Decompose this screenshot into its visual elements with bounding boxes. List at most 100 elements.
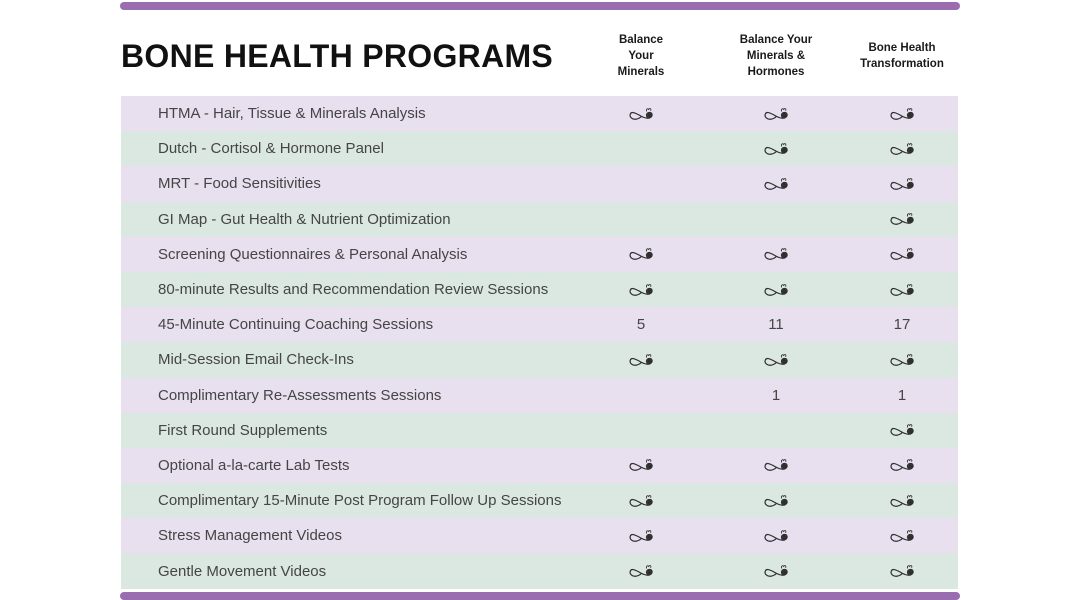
table-row: 80-minute Results and Recommendation Rev…	[121, 271, 958, 308]
program-cell	[576, 527, 706, 545]
row-label: Complimentary 15-Minute Post Program Fol…	[158, 492, 562, 510]
program-cell	[706, 140, 846, 158]
column-header-bone-health-transformation: Bone Health Transformation	[846, 40, 958, 72]
row-label: Stress Management Videos	[158, 527, 342, 545]
table-row: Mid-Session Email Check-Ins	[121, 342, 958, 378]
program-cell	[706, 105, 846, 123]
row-label: Mid-Session Email Check-Ins	[158, 351, 354, 369]
infinity-check-icon	[763, 245, 790, 263]
program-cell	[706, 245, 846, 263]
infinity-check-icon	[889, 210, 916, 228]
table-row: Complimentary Re-Assessments Sessions 1 …	[121, 377, 958, 413]
infinity-check-icon	[763, 175, 790, 193]
table-row: Stress Management Videos	[121, 518, 958, 554]
row-label: HTMA - Hair, Tissue & Minerals Analysis	[158, 105, 426, 123]
row-label: MRT - Food Sensitivities	[158, 175, 321, 193]
infinity-check-icon	[763, 105, 790, 123]
program-cell: 17	[893, 316, 911, 334]
infinity-check-icon	[889, 175, 916, 193]
table-row: Dutch - Cortisol & Hormone Panel	[121, 131, 958, 167]
infinity-check-icon	[628, 456, 655, 474]
program-cell	[576, 492, 706, 510]
column-header-balance-your-minerals-hormones: Balance Your Minerals & Hormones	[706, 32, 846, 80]
row-label: GI Map - Gut Health & Nutrient Optimizat…	[158, 210, 451, 228]
top-accent-bar	[120, 2, 960, 10]
program-cell	[846, 210, 958, 228]
program-cell	[846, 281, 958, 299]
program-cell	[706, 456, 846, 474]
infinity-check-icon	[628, 527, 655, 545]
program-cell	[846, 492, 958, 510]
infinity-check-icon	[628, 492, 655, 510]
infinity-check-icon	[889, 281, 916, 299]
row-label: Screening Questionnaires & Personal Anal…	[158, 245, 468, 263]
table-row: Screening Questionnaires & Personal Anal…	[121, 236, 958, 272]
program-cell	[846, 562, 958, 580]
table-row: Complimentary 15-Minute Post Program Fol…	[121, 483, 958, 519]
row-label: Complimentary Re-Assessments Sessions	[158, 386, 442, 404]
column-header-label: Bone Health Transformation	[860, 41, 944, 70]
program-cell	[706, 527, 846, 545]
program-cell	[576, 105, 706, 123]
infinity-check-icon	[889, 456, 916, 474]
infinity-check-icon	[763, 281, 790, 299]
row-label: Gentle Movement Videos	[158, 562, 327, 580]
row-label: First Round Supplements	[158, 421, 328, 439]
row-label: Optional a-la-carte Lab Tests	[158, 456, 350, 474]
table-row: First Round Supplements	[121, 412, 958, 448]
program-cell	[846, 245, 958, 263]
program-cell: 5	[636, 316, 646, 334]
table-row: Gentle Movement Videos	[121, 553, 958, 589]
infinity-check-icon	[889, 351, 916, 369]
infinity-check-icon	[889, 562, 916, 580]
program-cell	[576, 562, 706, 580]
infinity-check-icon	[628, 245, 655, 263]
program-cell	[706, 562, 846, 580]
page-title: BONE HEALTH PROGRAMS	[121, 37, 554, 74]
infinity-check-icon	[889, 527, 916, 545]
table-row: 45-Minute Continuing Coaching Sessions 5…	[121, 307, 958, 343]
program-cell	[846, 456, 958, 474]
column-header-label: Balance Your Minerals & Hormones	[739, 33, 813, 79]
row-label: Dutch - Cortisol & Hormone Panel	[158, 140, 384, 158]
row-label: 80-minute Results and Recommendation Rev…	[158, 281, 549, 299]
infinity-check-icon	[763, 492, 790, 510]
row-label: 45-Minute Continuing Coaching Sessions	[158, 316, 434, 334]
table-row: GI Map - Gut Health & Nutrient Optimizat…	[121, 201, 958, 237]
program-cell: 1	[897, 386, 907, 404]
program-cell	[706, 281, 846, 299]
infinity-check-icon	[628, 562, 655, 580]
infinity-check-icon	[889, 421, 916, 439]
column-header-balance-your-minerals: Balance Your Minerals	[576, 32, 706, 80]
infinity-check-icon	[889, 140, 916, 158]
infinity-check-icon	[889, 245, 916, 263]
program-cell	[846, 421, 958, 439]
bottom-accent-bar	[120, 592, 960, 600]
infinity-check-icon	[889, 492, 916, 510]
infinity-check-icon	[628, 351, 655, 369]
table-row: HTMA - Hair, Tissue & Minerals Analysis	[121, 96, 958, 132]
infinity-check-icon	[763, 456, 790, 474]
table-row: Optional a-la-carte Lab Tests	[121, 447, 958, 484]
program-cell	[706, 492, 846, 510]
infinity-check-icon	[628, 105, 655, 123]
infinity-check-icon	[763, 140, 790, 158]
program-cell	[576, 351, 706, 369]
program-cell	[846, 140, 958, 158]
infinity-check-icon	[763, 562, 790, 580]
infinity-check-icon	[889, 105, 916, 123]
table-row: MRT - Food Sensitivities	[121, 166, 958, 202]
table-header: BONE HEALTH PROGRAMS Balance Your Minera…	[121, 10, 958, 102]
program-cell	[846, 351, 958, 369]
program-cell	[706, 175, 846, 193]
program-cell: 1	[771, 386, 781, 404]
program-cell	[846, 105, 958, 123]
program-cell	[846, 175, 958, 193]
program-cell: 11	[768, 316, 784, 334]
infinity-check-icon	[628, 281, 655, 299]
program-cell	[576, 281, 706, 299]
column-header-label: Balance Your Minerals	[617, 33, 665, 79]
program-cell	[706, 351, 846, 369]
infinity-check-icon	[763, 351, 790, 369]
program-cell	[576, 456, 706, 474]
